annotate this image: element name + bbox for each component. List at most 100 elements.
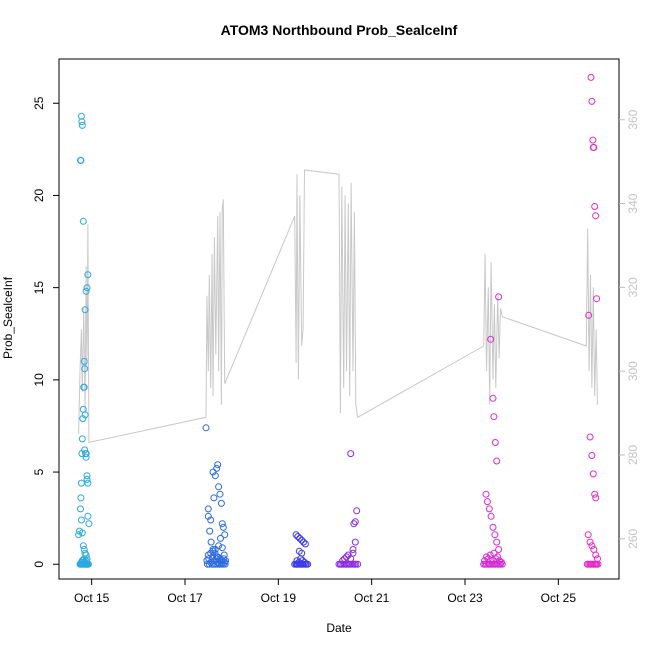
data-point [204,505,212,513]
data-point [294,533,302,541]
data-point [593,295,601,303]
data-point [487,512,495,520]
data-point [301,540,309,548]
data-point [77,156,85,164]
data-point [482,490,490,498]
x-axis-label: Date [326,621,352,635]
data-point [344,551,352,559]
data-point [75,531,83,539]
data-point [78,435,86,443]
data-point [202,424,210,432]
data-point [213,464,221,472]
data-point [216,490,224,498]
data-point [491,531,499,539]
chart-title: ATOM3 Northbound Prob_SealceInf [221,22,458,38]
data-point [587,73,595,81]
y-tick-label: 10 [32,373,46,387]
data-point [209,547,217,555]
y-axis-label: Prob_SealceInf [1,276,15,359]
data-point [221,558,229,566]
data-point [80,555,88,563]
data-point [83,560,91,568]
data-point [83,475,91,483]
data-point [493,457,501,465]
data-point [492,555,500,563]
data-point [301,558,308,566]
data-point [489,523,497,531]
data-point [589,136,597,144]
data-point [85,520,93,528]
series-line-6 [78,169,598,444]
data-point [491,439,499,446]
data-point [339,557,347,565]
data-point [218,520,226,528]
data-point [351,518,359,526]
y2-tick-label: 300 [626,361,640,381]
data-point [481,557,489,565]
data-point [292,531,300,539]
data-point [298,549,306,557]
data-point [83,472,91,480]
data-point [351,538,359,546]
data-point [350,520,358,528]
data-point [81,411,89,419]
data-point [83,284,91,292]
data-point [207,538,215,546]
data-point [497,558,505,566]
data-point [298,536,306,544]
y2-tick-label: 340 [626,193,640,213]
data-point [352,560,360,568]
data-point [347,450,355,458]
data-point [586,433,594,441]
data-point [485,505,493,513]
point-layer [75,73,602,568]
data-point [77,516,85,524]
data-point [588,542,596,550]
data-point [483,553,490,561]
data-point [489,394,497,402]
data-point [81,306,89,314]
data-point [589,470,597,478]
x-tick-label: Oct 15 [74,591,110,605]
data-point [592,494,600,502]
data-point [486,551,494,559]
data-point [211,546,219,553]
data-point [217,534,224,542]
data-point [214,553,222,561]
data-point [591,490,599,498]
data-point [586,538,594,546]
data-point [218,544,226,552]
data-point [493,538,501,546]
data-point [77,479,85,487]
y-tick-label: 15 [32,281,46,295]
data-point [217,499,225,507]
x-tick-label: Oct 19 [261,591,297,605]
data-point [299,557,307,565]
axis-layer: Oct 15 Oct 17 Oct 19 Oct 21 Oct 23 Oct 25 0 5 10… [32,96,640,605]
data-point [349,549,357,557]
data-point [81,446,89,454]
data-point [591,203,599,210]
y2-tick-label: 360 [626,109,640,129]
data-point [594,555,601,563]
data-point [495,293,503,301]
data-point [494,553,502,561]
plot-frame [58,58,620,580]
data-point [216,555,224,563]
data-point [585,311,593,319]
y2-tick-label: 280 [626,445,640,465]
data-point [484,555,492,563]
data-point [584,531,592,539]
data-point [300,538,307,546]
data-point [495,546,503,553]
y-tick-label: 5 [32,468,46,475]
data-point [84,271,92,279]
data-point [214,461,222,469]
data-point [221,531,229,539]
x-tick-label: Oct 25 [541,591,577,605]
data-point [78,121,86,129]
data-point [296,534,304,542]
data-point [82,453,90,461]
data-point [79,542,87,550]
data-point [219,523,227,531]
